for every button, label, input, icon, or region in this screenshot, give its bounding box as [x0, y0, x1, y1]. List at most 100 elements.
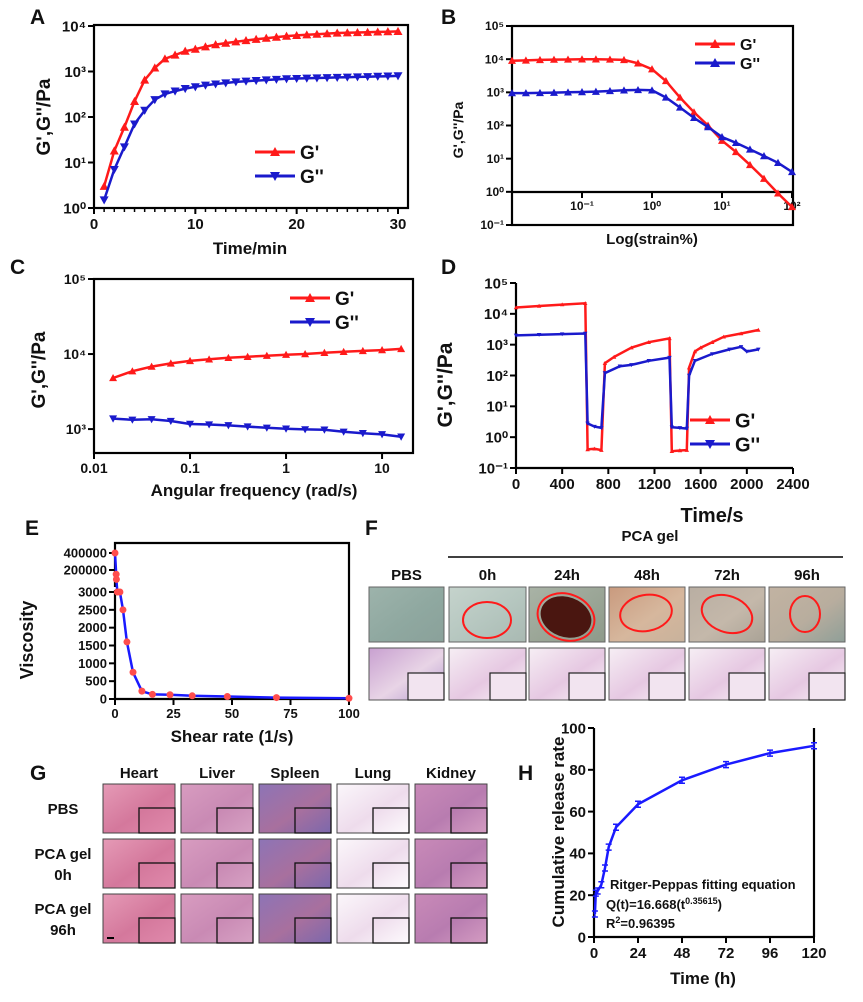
triangle-up-marker	[109, 373, 118, 382]
triangle-up-marker	[128, 367, 137, 375]
y-tick-label: 3000	[78, 585, 107, 600]
magnified-inset	[294, 807, 332, 834]
triangle-up-marker	[393, 26, 403, 36]
triangle-up-marker	[684, 447, 690, 452]
circle-marker	[166, 691, 174, 699]
triangle-down-marker	[393, 72, 403, 81]
triangle-up-marker	[705, 415, 715, 424]
column-header: 24h	[554, 567, 580, 584]
x-tick-label: 10⁻¹	[570, 199, 594, 213]
triangle-up-marker	[270, 147, 280, 156]
series-line	[515, 301, 759, 453]
triangle-down-marker	[251, 77, 261, 86]
equation-text: Q(t)=16.668(t	[606, 897, 686, 912]
triangle-up-marker	[774, 189, 783, 197]
triangle-up-marker	[667, 336, 672, 341]
series-gp	[109, 344, 406, 382]
triangle-up-marker	[549, 88, 558, 96]
triangle-down-marker	[160, 90, 170, 99]
triangle-up-marker	[677, 448, 683, 453]
triangle-up-marker	[591, 55, 600, 63]
row-label: 0h	[54, 867, 72, 884]
equation-suffix: )	[718, 897, 722, 912]
x-tick-label: 72	[718, 945, 735, 962]
triangle-up-marker	[774, 158, 783, 167]
legend-label: G'	[735, 411, 755, 433]
triangle-up-marker	[378, 346, 387, 354]
organ-header-lung: Lung	[355, 765, 392, 782]
organ-header-heart: Heart	[120, 765, 158, 782]
legend-item: G'	[695, 37, 756, 54]
triangle-down-marker	[373, 72, 383, 81]
y-axis-title: G',G''/Pa	[450, 101, 466, 158]
wound-outline-ellipse	[619, 593, 673, 633]
triangle-down-marker	[692, 359, 698, 363]
wound-outline-ellipse	[462, 601, 512, 639]
triangle-up-marker	[698, 345, 703, 350]
x-tick-label: 75	[283, 706, 297, 721]
triangle-down-marker	[669, 425, 675, 430]
legend-item: G''	[690, 435, 760, 457]
x-axis-title: Time (h)	[670, 969, 736, 988]
legend-item: G'	[290, 289, 354, 310]
legend-item: G''	[255, 167, 324, 188]
circle-marker	[119, 606, 127, 614]
panel-f-images: PCA gel PBS 0h 24h 48h 72h 96h	[368, 528, 846, 701]
circle-marker	[345, 694, 353, 702]
triangle-up-marker	[513, 305, 519, 310]
triangle-up-marker	[363, 27, 373, 36]
triangle-up-marker	[221, 38, 231, 47]
triangle-down-marker	[710, 352, 715, 357]
series-line	[515, 332, 759, 430]
triangle-down-marker	[109, 415, 118, 423]
triangle-up-marker	[211, 40, 221, 49]
triangle-down-marker	[513, 333, 519, 338]
x-tick-label: 10	[374, 460, 390, 476]
triangle-up-marker	[292, 30, 302, 40]
column-0h: 0h	[448, 567, 527, 701]
x-tick-label: 120	[801, 945, 826, 962]
triangle-down-marker	[301, 426, 310, 434]
triangle-up-marker	[591, 87, 600, 95]
triangle-up-marker	[583, 301, 588, 306]
triangle-down-marker	[180, 85, 190, 94]
triangle-up-marker	[521, 89, 530, 97]
triangle-up-marker	[109, 146, 119, 155]
y-axis-title: G',G''/Pa	[29, 331, 50, 408]
triangle-up-marker	[788, 202, 796, 211]
panel-label-c: C	[10, 256, 25, 279]
x-tick-label: 48	[674, 945, 691, 962]
triangle-up-marker	[271, 32, 281, 41]
triangle-up-marker	[119, 122, 129, 131]
triangle-down-marker	[342, 73, 352, 82]
x-tick-label: 0.01	[80, 460, 107, 476]
circle-marker	[111, 549, 119, 557]
circle-marker	[138, 687, 146, 695]
series-line	[511, 58, 793, 208]
triangle-up-marker	[646, 340, 651, 344]
y-tick-label: 20	[569, 887, 586, 904]
triangle-up-marker	[205, 355, 214, 363]
triangle-down-marker	[205, 421, 214, 429]
error-bar-marker	[591, 910, 598, 918]
series-gpp	[508, 85, 796, 176]
triangle-up-marker	[508, 89, 516, 97]
triangle-up-marker	[661, 93, 670, 101]
magnified-inset	[372, 807, 410, 834]
organ-header-liver: Liver	[199, 765, 235, 782]
y-axis-title: G',G''/Pa	[434, 342, 457, 427]
triangle-up-marker	[759, 152, 768, 160]
triangle-down-marker	[282, 425, 291, 433]
triangle-up-marker	[150, 63, 160, 72]
row-0: PBS	[48, 783, 488, 834]
y-tick-label: 10³	[486, 337, 508, 354]
triangle-up-marker	[373, 27, 383, 36]
triangle-up-marker	[704, 123, 713, 131]
r-squared-exponent: 2	[615, 915, 620, 925]
triangle-up-marker	[322, 29, 332, 38]
y-tick-label: 10³	[487, 86, 504, 100]
triangle-down-marker	[352, 73, 362, 82]
triangle-up-marker	[634, 85, 643, 94]
series-line	[112, 347, 402, 380]
